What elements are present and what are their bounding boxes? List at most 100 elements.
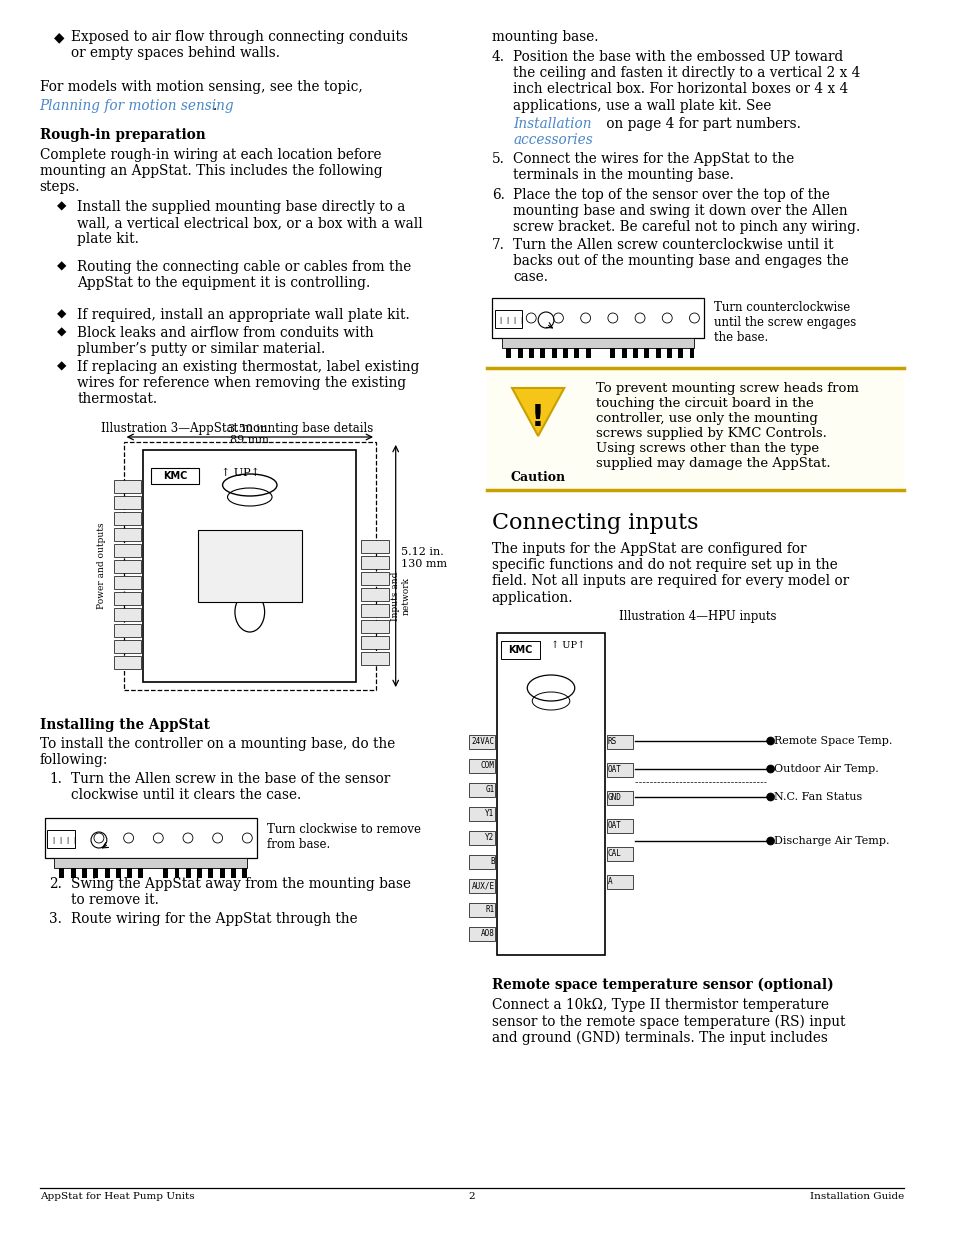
Bar [82,868,87,878]
Bar [360,540,389,553]
Bar [607,876,633,889]
Bar [127,868,132,878]
Bar [113,559,141,573]
Text: For models with motion sensing, see the topic,: For models with motion sensing, see the … [39,80,362,94]
Text: |: | [498,316,502,324]
Bar [469,879,494,893]
Text: 89 mm: 89 mm [230,435,269,445]
Bar [59,868,64,878]
Bar [197,868,202,878]
Bar [689,348,694,358]
Bar [469,855,494,869]
Bar [469,735,494,748]
Bar [643,348,649,358]
Text: AppStat for Heat Pump Units: AppStat for Heat Pump Units [39,1192,194,1200]
Bar [197,530,301,601]
Circle shape [766,764,774,773]
Bar [621,348,626,358]
Bar [113,480,141,493]
Text: KMC: KMC [508,645,532,655]
Text: ◆: ◆ [57,200,67,212]
Text: AO8: AO8 [480,930,494,939]
Text: Discharge Air Temp.: Discharge Air Temp. [773,836,888,846]
Text: |: | [518,316,523,324]
Text: 2.: 2. [50,877,62,890]
Text: |: | [65,836,70,844]
Text: Turn the Allen screw in the base of the sensor
clockwise until it clears the cas: Turn the Allen screw in the base of the … [71,772,390,803]
Bar [113,656,141,669]
Text: |: | [505,316,509,324]
Text: 3.50 in.: 3.50 in. [228,424,271,433]
Text: OAT: OAT [607,766,620,774]
Bar [124,442,375,690]
Bar [113,608,141,621]
Text: Connecting inputs: Connecting inputs [491,513,698,534]
Bar [500,641,539,659]
Text: Exposed to air flow through connecting conduits
or empty spaces behind walls.: Exposed to air flow through connecting c… [71,30,408,61]
Text: 4.: 4. [491,49,504,64]
Bar [360,588,389,601]
Bar [242,868,247,878]
Bar [143,450,355,682]
Text: A: A [607,878,612,887]
Bar [494,310,522,329]
Text: Remote space temperature sensor (optional): Remote space temperature sensor (optiona… [491,978,832,993]
Text: ◆: ◆ [57,308,67,321]
Text: Route wiring for the AppStat through the: Route wiring for the AppStat through the [71,911,357,926]
Bar [45,818,257,858]
Text: Position the base with the embossed UP toward
the ceiling and fasten it directly: Position the base with the embossed UP t… [513,49,860,112]
Text: Swing the AppStat away from the mounting base
to remove it.: Swing the AppStat away from the mounting… [71,877,411,908]
Text: Illustration 4—HPU inputs: Illustration 4—HPU inputs [618,610,776,622]
Text: mounting base.: mounting base. [491,30,598,44]
Bar [491,298,703,338]
Text: on page 4 for part numbers.: on page 4 for part numbers. [602,117,801,131]
Text: Complete rough-in wiring at each location before
mounting an AppStat. This inclu: Complete rough-in wiring at each locatio… [39,148,382,194]
Text: GND: GND [607,794,620,803]
Bar [360,636,389,650]
Text: 24VAC: 24VAC [471,737,494,746]
Text: Power and outputs: Power and outputs [97,522,107,609]
Text: KMC: KMC [163,471,187,480]
Text: The inputs for the AppStat are configured for
specific functions and do not requ: The inputs for the AppStat are configure… [491,542,848,605]
Bar [666,348,671,358]
Text: Y2: Y2 [485,834,494,842]
Bar [607,819,633,832]
Text: B: B [490,857,494,867]
Bar [469,903,494,918]
Text: 1.: 1. [50,772,62,785]
Text: Routing the connecting cable or cables from the
AppStat to the equipment it is c: Routing the connecting cable or cables f… [77,261,411,290]
Bar [113,543,141,557]
Bar [360,556,389,569]
Text: 5.: 5. [491,152,504,165]
Text: To prevent mounting screw heads from
touching the circuit board in the
controlle: To prevent mounting screw heads from tou… [595,382,858,471]
Bar [469,831,494,845]
Bar [678,348,682,358]
Text: Inputs and
network: Inputs and network [391,572,410,621]
Bar [360,620,389,634]
Bar [539,348,545,358]
Bar [585,348,590,358]
Text: Y1: Y1 [485,809,494,819]
Bar [607,847,633,861]
Text: 6.: 6. [491,188,504,203]
Text: ↑ UP↑: ↑ UP↑ [551,641,584,650]
Bar [360,652,389,664]
Bar [186,868,191,878]
Bar [607,763,633,777]
Bar [163,868,168,878]
Bar [115,868,121,878]
Bar [209,868,213,878]
Text: Turn the Allen screw counterclockwise until it
backs out of the mounting base an: Turn the Allen screw counterclockwise un… [513,238,848,284]
Text: RS: RS [607,737,616,746]
Text: G1: G1 [485,785,494,794]
Text: 2: 2 [468,1192,475,1200]
Bar [231,868,235,878]
Circle shape [766,837,774,845]
Bar [469,927,494,941]
Bar [113,592,141,605]
Bar [633,348,638,358]
Bar [501,338,694,348]
Bar [219,868,225,878]
Text: |: | [51,836,55,844]
Bar [93,868,98,878]
